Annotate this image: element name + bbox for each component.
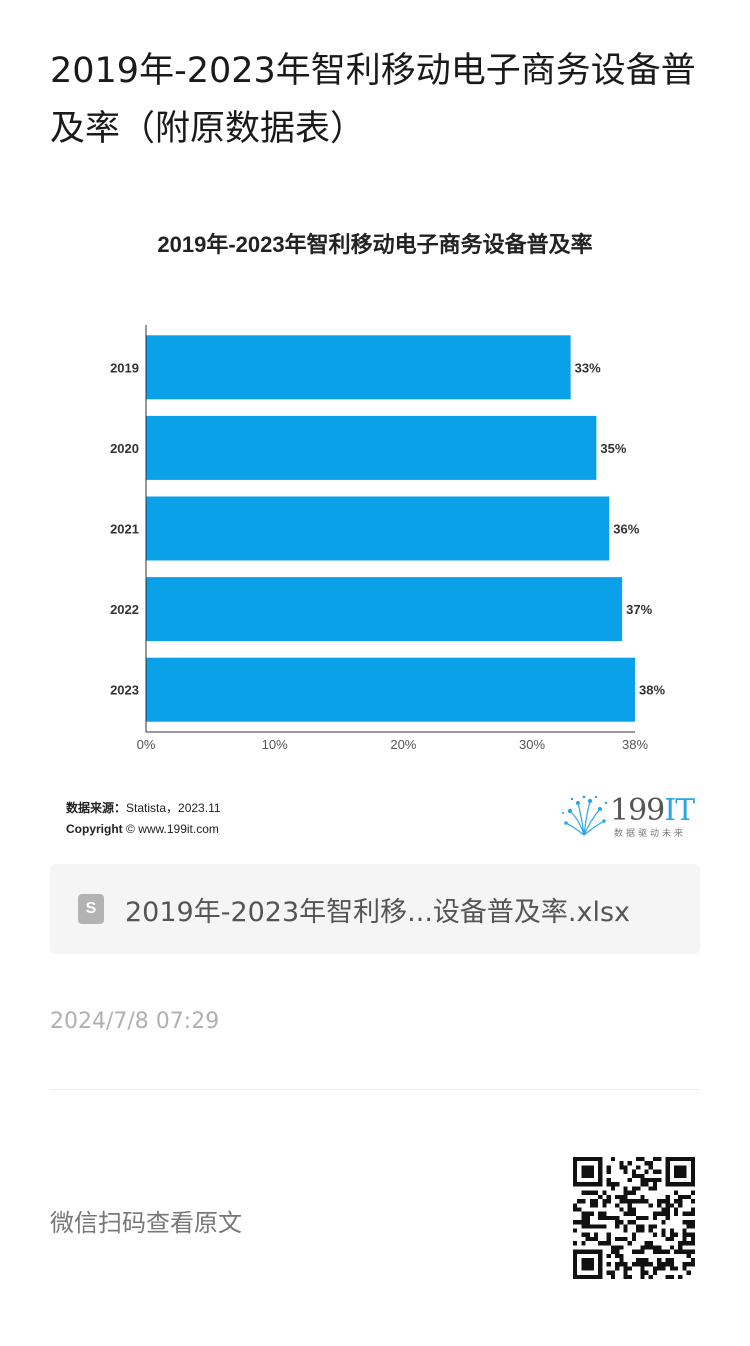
x-tick-label: 0% bbox=[137, 737, 156, 752]
source-value: Statista，2023.11 bbox=[126, 801, 221, 815]
divider bbox=[50, 1089, 700, 1090]
page-title: 2019年-2023年智利移动电子商务设备普及率（附原数据表） bbox=[50, 51, 696, 149]
qr-code-icon[interactable] bbox=[573, 1157, 695, 1279]
x-tick-label: 10% bbox=[262, 737, 288, 752]
199it-logo: 199IT 数据驱动未来 bbox=[560, 791, 700, 839]
y-tick-label: 2022 bbox=[110, 602, 139, 617]
source-label: 数据来源： bbox=[66, 801, 127, 815]
data-label: 38% bbox=[639, 683, 665, 698]
bar-2022 bbox=[146, 577, 623, 642]
x-tick-label: 30% bbox=[519, 737, 545, 752]
chart-title: 2019年-2023年智利移动电子商务设备普及率 bbox=[157, 232, 593, 257]
y-tick-label: 2019 bbox=[110, 360, 139, 375]
y-tick-label: 2023 bbox=[110, 683, 139, 698]
scan-to-view-text: 微信扫码查看原文 bbox=[50, 1209, 242, 1237]
chart-source: 数据来源：Statista，2023.11 Copyright © www.19… bbox=[66, 798, 221, 840]
data-label: 37% bbox=[626, 602, 652, 617]
logo-wordmark: 199IT bbox=[610, 793, 695, 828]
chart-card: 2019年-2023年智利移动电子商务设备普及率 2019 33% 2020 35% 2… bbox=[50, 205, 700, 845]
bar-2023 bbox=[146, 657, 635, 722]
data-label: 36% bbox=[613, 522, 639, 537]
bar-2020 bbox=[146, 415, 597, 480]
attachment-file-name[interactable]: 2019年-2023年智利移...设备普及率.xlsx bbox=[125, 897, 631, 928]
x-tick-label: 38% bbox=[622, 737, 648, 752]
copyright-label: Copyright bbox=[66, 822, 123, 836]
y-tick-label: 2021 bbox=[110, 522, 139, 537]
x-tick-label: 20% bbox=[390, 737, 416, 752]
spreadsheet-file-icon: S bbox=[78, 894, 104, 924]
bar-2019 bbox=[146, 335, 571, 400]
logo-tagline: 数据驱动未来 bbox=[614, 829, 687, 839]
publish-timestamp: 2024/7/8 07:29 bbox=[50, 1009, 220, 1034]
data-label: 33% bbox=[575, 360, 601, 375]
attachment-card[interactable]: S 2019年-2023年智利移...设备普及率.xlsx bbox=[50, 864, 700, 954]
copyright-value: © www.199it.com bbox=[126, 822, 219, 836]
logo-dandelion-icon bbox=[562, 795, 608, 836]
y-tick-label: 2020 bbox=[110, 441, 139, 456]
bar-chart: 2019 33% 2020 35% 2021 36% 2022 37% 2023 38% 0% 10%… bbox=[110, 325, 665, 752]
data-label: 35% bbox=[600, 441, 626, 456]
bar-2021 bbox=[146, 496, 610, 561]
